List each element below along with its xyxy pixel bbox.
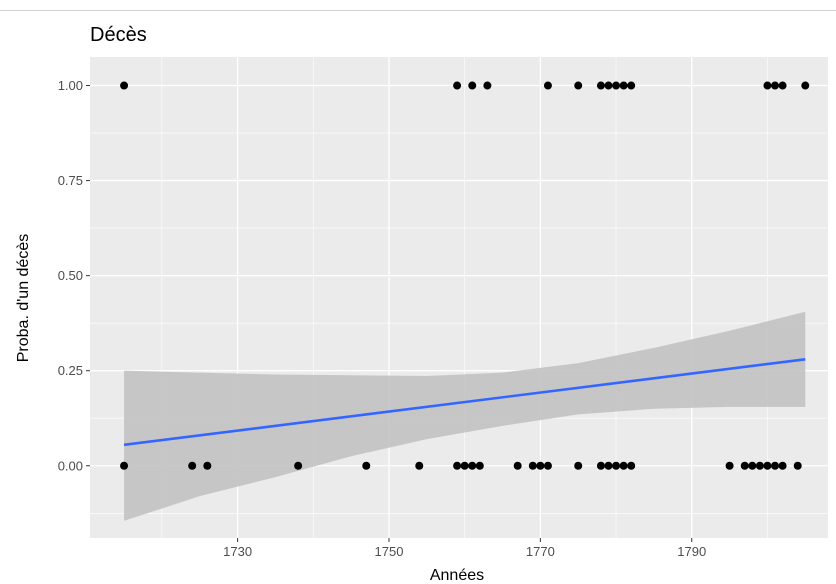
data-point	[763, 81, 772, 90]
points-layer	[120, 81, 810, 470]
chart-title: Décès	[90, 24, 147, 46]
data-point	[294, 461, 303, 470]
y-tick-label: 0.50	[58, 268, 83, 283]
data-point	[755, 461, 764, 470]
data-point	[415, 461, 424, 470]
y-axis-ticks: 0.00 0.25 0.50 0.75 1.00	[58, 78, 90, 473]
data-point	[627, 81, 636, 90]
data-point	[748, 461, 757, 470]
data-point	[604, 461, 613, 470]
data-point	[763, 461, 772, 470]
data-point	[453, 461, 462, 470]
data-point	[612, 461, 621, 470]
y-tick-label: 0.25	[58, 363, 83, 378]
data-point	[460, 461, 469, 470]
data-point	[778, 461, 787, 470]
y-tick-label: 1.00	[58, 78, 83, 93]
data-point	[725, 461, 734, 470]
data-point	[453, 81, 462, 90]
data-point	[468, 81, 477, 90]
confidence-ribbon	[124, 311, 806, 521]
y-tick-label: 0.00	[58, 458, 83, 473]
data-point	[528, 461, 537, 470]
data-point	[612, 81, 621, 90]
data-point	[574, 81, 583, 90]
data-point	[362, 461, 371, 470]
x-tick-label: 1790	[677, 544, 706, 559]
x-tick-label: 1730	[223, 544, 252, 559]
data-point	[801, 81, 810, 90]
data-point	[543, 81, 552, 90]
x-axis-title: Années	[430, 567, 484, 584]
x-tick-label: 1770	[526, 544, 555, 559]
data-point	[619, 81, 628, 90]
x-axis-ticks: 1730 1750 1770 1790	[223, 538, 706, 559]
x-tick-label: 1750	[375, 544, 404, 559]
data-point	[203, 461, 212, 470]
data-point	[604, 81, 613, 90]
data-point	[793, 461, 802, 470]
data-point	[596, 461, 605, 470]
data-point	[740, 461, 749, 470]
data-point	[120, 81, 129, 90]
top-rule	[0, 10, 836, 11]
data-point	[468, 461, 477, 470]
data-point	[120, 461, 129, 470]
confidence-ribbon-layer	[124, 311, 806, 521]
fit-line-layer	[123, 357, 806, 447]
data-point	[771, 461, 780, 470]
data-point	[475, 461, 484, 470]
data-point	[771, 81, 780, 90]
data-point	[596, 81, 605, 90]
data-point	[778, 81, 787, 90]
data-point	[619, 461, 628, 470]
y-tick-label: 0.75	[58, 173, 83, 188]
data-point	[574, 461, 583, 470]
data-point	[627, 461, 636, 470]
data-point	[188, 461, 197, 470]
data-point	[513, 461, 522, 470]
data-point	[536, 461, 545, 470]
data-point	[543, 461, 552, 470]
data-point	[483, 81, 492, 90]
y-axis-title: Proba. d'un décès	[15, 234, 32, 362]
fit-line	[123, 357, 806, 447]
